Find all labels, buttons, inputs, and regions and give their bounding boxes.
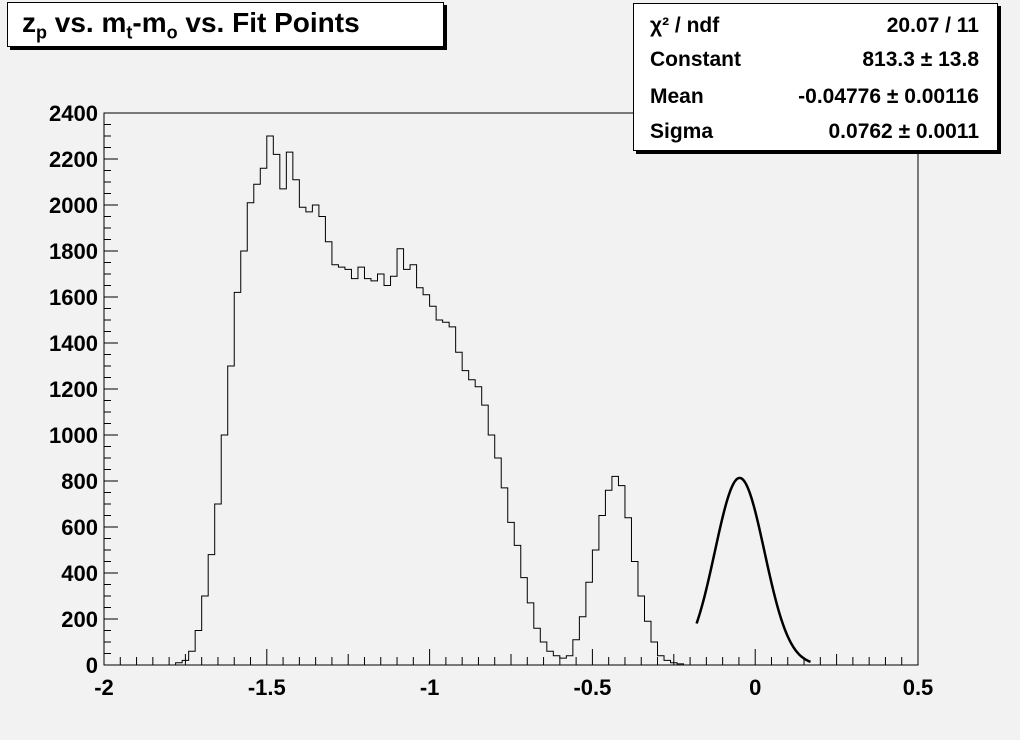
gaussian-fit	[695, 476, 811, 664]
y-tick-label: 200	[61, 607, 98, 632]
y-tick-label: 2400	[49, 101, 98, 126]
x-tick-label: -2	[94, 675, 114, 700]
chart-title: zp vs. mt-mo vs. Fit Points	[7, 2, 444, 47]
y-tick-label: 400	[61, 561, 98, 586]
stat-key: Constant	[650, 48, 741, 71]
fit-stats-box: χ² / ndf 20.07 / 11 Constant 813.3 ± 13.…	[633, 3, 998, 151]
stat-value: 813.3 ± 13.8	[862, 48, 979, 71]
stat-value: 20.07 / 11	[886, 14, 979, 37]
x-tick-label: -1	[420, 675, 440, 700]
stat-row-mean: Mean -0.04776 ± 0.00116	[650, 85, 979, 115]
y-tick-label: 1200	[49, 377, 98, 402]
x-tick-label: 0.5	[903, 675, 934, 700]
plot-frame	[103, 112, 919, 666]
y-tick-label: 1000	[49, 423, 98, 448]
axis-ticks	[103, 112, 919, 666]
y-tick-label: 2000	[49, 193, 98, 218]
stat-key: Sigma	[650, 120, 714, 143]
histogram-series	[175, 135, 685, 665]
x-tick-label: -1.5	[248, 675, 286, 700]
histogram-line	[175, 135, 685, 665]
y-tick-label: 1600	[49, 285, 98, 310]
stat-row-chi2: χ² / ndf 20.07 / 11	[650, 14, 979, 44]
y-tick-label: 800	[61, 469, 98, 494]
x-tick-label: -0.5	[573, 675, 611, 700]
stat-row-sigma: Sigma 0.0762 ± 0.0011	[650, 120, 979, 150]
x-tick-label: 0	[749, 675, 761, 700]
stat-row-constant: Constant 813.3 ± 13.8	[650, 48, 979, 78]
y-tick-label: 600	[61, 515, 98, 540]
stat-value: 0.0762 ± 0.0011	[828, 120, 980, 143]
stat-value: -0.04776 ± 0.00116	[798, 85, 979, 108]
fit-curve	[695, 476, 811, 664]
axis-labels: 0 200 400 600 800 1000 1200 1400 1600 1800 2000 220…	[49, 101, 933, 700]
stat-key: χ² / ndf	[650, 14, 720, 37]
y-tick-label: 1400	[49, 331, 98, 356]
y-tick-label: 0	[86, 653, 98, 678]
y-tick-label: 2200	[49, 147, 98, 172]
y-tick-label: 1800	[49, 239, 98, 264]
stat-key: Mean	[650, 85, 704, 108]
